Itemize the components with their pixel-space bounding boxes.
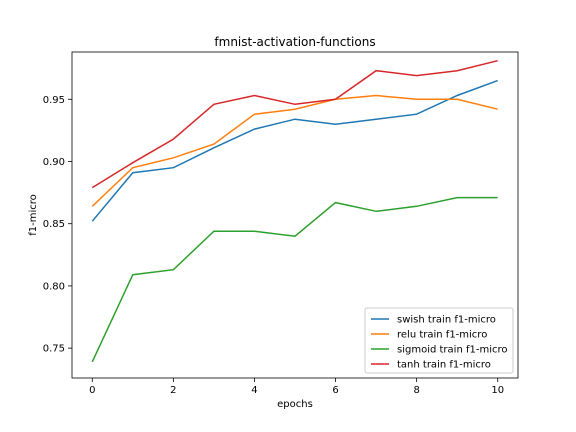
series-line-0 [91, 79, 498, 222]
chart-title: fmnist-activation-functions [214, 35, 375, 49]
x-tick-label: 0 [89, 385, 95, 396]
series-line-1 [91, 94, 498, 207]
x-axis: 0 2 4 6 8 10 [89, 378, 504, 396]
y-tick-label: 0.75 [43, 344, 65, 355]
legend-entry: sigmoid train f1-micro [397, 345, 507, 356]
legend-entry: tanh train f1-micro [397, 360, 491, 371]
y-axis: 0.75 0.80 0.85 0.90 0.95 [43, 95, 72, 355]
x-tick-label: 4 [251, 385, 257, 396]
y-tick-label: 0.95 [43, 95, 65, 106]
plot-frame [71, 51, 519, 379]
series-line-3 [91, 59, 498, 189]
x-axis-label: epochs [277, 399, 313, 410]
y-tick-label: 0.90 [43, 157, 65, 168]
legend: swish train f1-micro relu train f1-micro s… [364, 307, 514, 374]
x-tick-label: 8 [413, 385, 419, 396]
legend-box [364, 307, 514, 374]
y-tick-label: 0.85 [43, 219, 65, 230]
y-tick-label: 0.80 [43, 281, 65, 292]
legend-entry: swish train f1-micro [397, 315, 496, 326]
legend-entry: relu train f1-micro [397, 330, 487, 341]
x-tick-label: 6 [332, 385, 338, 396]
y-axis-label: f1-micro [28, 194, 39, 236]
series-line-2 [91, 196, 498, 363]
x-tick-label: 2 [170, 385, 176, 396]
plot-lines [91, 59, 498, 363]
x-tick-label: 10 [491, 385, 504, 396]
